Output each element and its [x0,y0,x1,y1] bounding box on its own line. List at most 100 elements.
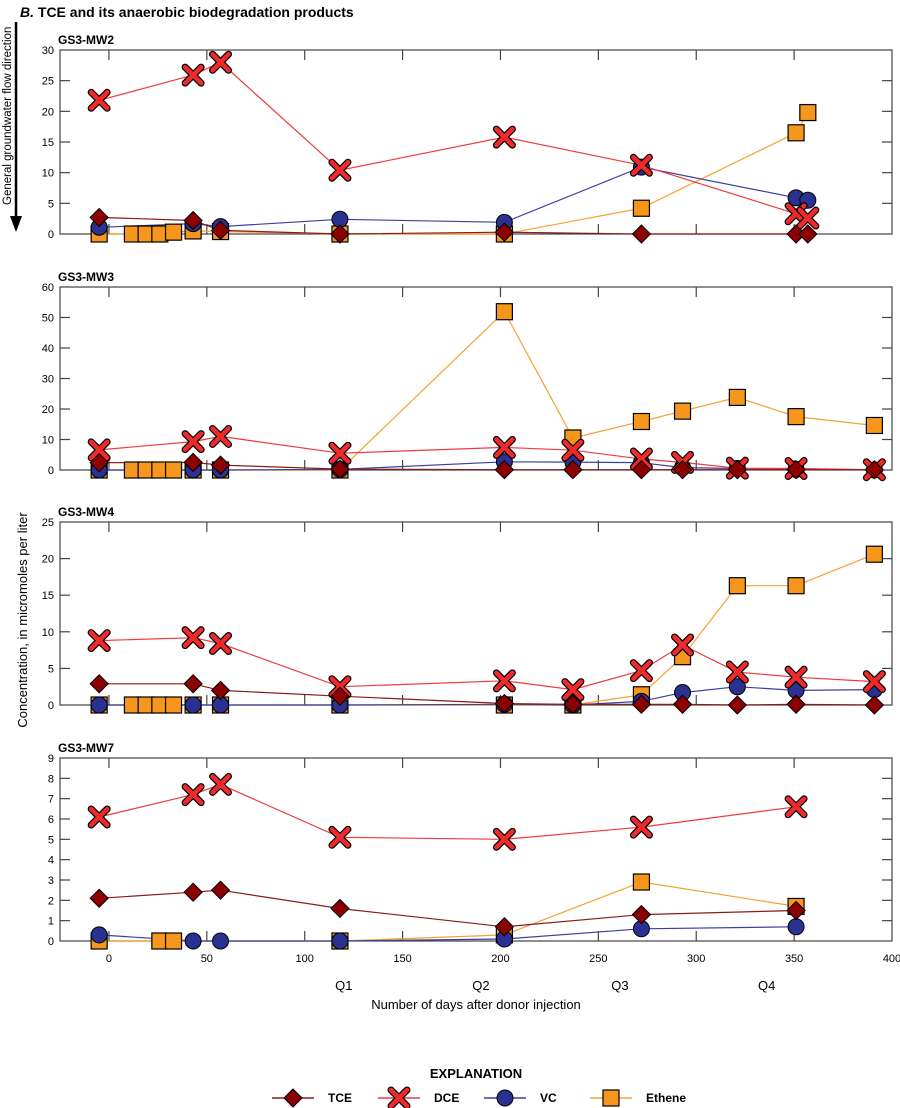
data-point-tce [210,680,231,701]
data-point-vc [184,696,202,714]
series-markers-vc [90,678,883,714]
y-tick-label: 30 [42,45,54,57]
data-point-ethene [632,873,651,891]
data-point-dce [561,438,585,462]
x-tick-label: 0 [106,953,112,965]
data-point-vc [90,696,108,714]
y-tick-label: 15 [42,590,54,602]
data-point-tce [786,694,806,714]
data-point-tce [786,900,806,921]
data-point-dce [492,125,516,149]
data-point-tce [563,459,583,480]
y-tick-label: 9 [48,753,54,765]
data-point-vc [787,918,805,936]
legend-marker-x-icon [387,1086,411,1108]
data-point-dce [181,63,205,87]
data-point-tce [727,695,748,715]
data-point-dce [87,438,111,462]
data-point-dce [209,772,233,796]
data-point-tce [672,459,693,480]
data-point-vc [90,926,108,944]
data-point-vc [728,678,746,696]
data-point-tce [631,224,652,244]
y-tick-label: 10 [42,627,54,639]
data-point-tce [89,888,109,909]
panels: GS3-MW2051015202530GS3-MW30102030405060G… [42,33,893,950]
data-point-tce [631,459,652,480]
data-point-ethene [865,545,883,563]
x-axis: 0 50 100 150 200 250 300 350 400 Q1 Q2 Q3 Q4 [106,953,900,993]
x-tick-label: 150 [393,953,411,965]
series-markers-ethene [90,303,883,479]
series-markers-vc [90,918,805,950]
data-point-ethene [787,408,805,426]
data-point-dce [181,783,205,807]
x-tick-label: 350 [785,953,803,965]
data-point-ethene [728,577,746,595]
data-point-dce [492,669,516,693]
y-tick-label: 0 [48,936,54,948]
y-tick-label: 6 [48,814,54,826]
series-markers-vc [90,453,883,479]
data-point-tce [494,693,515,714]
series-markers-tce [89,880,806,937]
data-point-tce [210,220,231,241]
series-line-tce [99,889,797,928]
y-tick-label: 3 [48,875,54,887]
y-tick-label: 15 [42,137,54,149]
legend-item-vc: VC [484,1089,557,1107]
legend-title: EXPLANATION [430,1066,522,1081]
x-tick-label: 50 [201,953,213,965]
data-point-dce [87,805,111,829]
data-point-tce [183,210,203,231]
data-point-dce [725,660,749,684]
y-axis-label: Concentration, in micromoles per liter [15,512,30,728]
data-point-ethene [865,416,883,435]
y-tick-label: 2 [48,895,54,907]
data-point-tce [864,695,885,715]
data-point-dce [181,430,205,454]
data-point-tce [330,224,350,244]
y-tick-label: 10 [42,168,54,180]
data-point-ethene [799,103,817,122]
data-point-ethene [632,199,651,217]
legend-marker-circle-icon [496,1089,514,1107]
data-point-dce [784,665,808,689]
data-point-dce [328,441,352,465]
data-point-dce [328,825,352,849]
legend-label: VC [540,1091,557,1105]
figure-title-text: TCE and its anaerobic biodegradation pro… [34,4,354,20]
y-tick-label: 0 [48,229,54,241]
data-point-dce [209,50,233,74]
legend: EXPLANATION TCE DCE VC Ethene [272,1066,686,1108]
series-markers-tce [89,452,885,480]
figure-title: B. TCE and its anaerobic biodegradation … [20,4,354,20]
series-line-dce [99,783,797,840]
data-point-dce [629,153,653,177]
x-tick-label: 250 [589,953,607,965]
y-tick-label: 20 [42,106,54,118]
data-point-ethene [787,124,805,142]
y-tick-label: 25 [42,76,54,88]
legend-marker-diamond-icon [283,1088,303,1108]
legend-item-dce: DCE [378,1086,459,1108]
y-tick-label: 0 [48,700,54,712]
y-tick-label: 20 [42,554,54,566]
data-point-tce [727,459,748,480]
y-tick-label: 50 [42,313,54,325]
panel-gs3-mw2: GS3-MW2 0 5 10 15 20 25 30 [42,33,893,244]
quarter-label: Q4 [758,978,775,993]
y-tick-label: 4 [48,855,54,867]
data-point-ethene [632,412,651,431]
data-point-dce [87,88,111,112]
data-point-ethene [164,461,183,479]
data-point-dce [492,435,516,459]
data-point-tce [798,224,818,244]
y-tick-label: 10 [42,435,54,447]
data-point-tce [183,882,203,902]
data-point-tce [89,452,109,473]
data-point-tce [183,674,203,694]
legend-label: Ethene [646,1091,686,1105]
data-point-dce [671,633,695,657]
data-point-dce [796,206,820,230]
